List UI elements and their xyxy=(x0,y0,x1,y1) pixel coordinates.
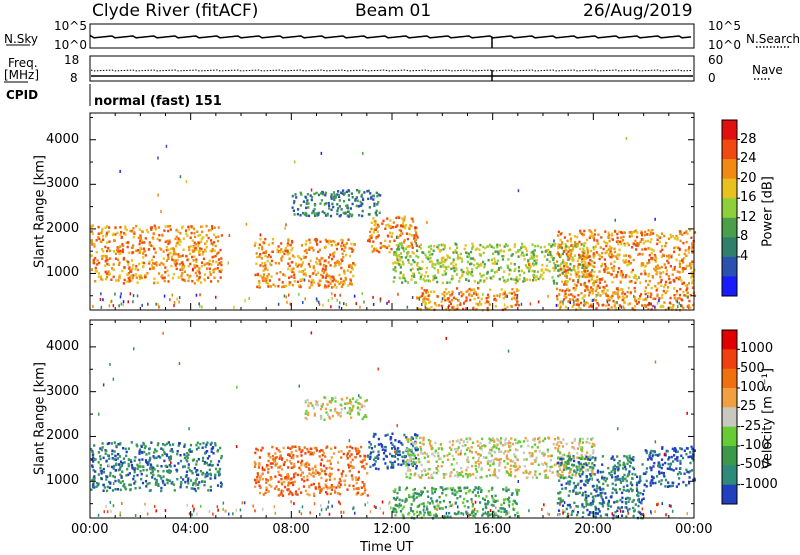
velocity-colorbar-swatch-4 xyxy=(722,407,737,427)
velocity-ytick-label-2000: 2000 xyxy=(46,429,79,442)
x-tick-label-6: 00:00 xyxy=(675,523,712,536)
velocity-colorbar-swatch-5 xyxy=(722,427,737,447)
velocity-ytick-label-3000: 3000 xyxy=(46,385,79,398)
x-tick-label-1: 04:00 xyxy=(172,523,209,536)
power-colorbar-swatch-7 xyxy=(722,257,737,277)
freq-panel-frame xyxy=(90,56,694,81)
velocity-colorbar-tick-5: -100 xyxy=(740,439,770,452)
velocity-echo-region-1 xyxy=(254,446,369,498)
velocity-echo-region-0 xyxy=(90,441,223,492)
power-ytick-label-1000: 1000 xyxy=(46,266,79,279)
x-tick-label-3: 12:00 xyxy=(373,523,410,536)
velocity-colorbar-tick-4: -25 xyxy=(740,420,761,433)
x-tick-label-0: 00:00 xyxy=(71,523,108,536)
power-colorbar-tick-5: 8 xyxy=(740,230,748,243)
power-ytick-label-3000: 3000 xyxy=(46,177,79,190)
velocity-colorbar-tick-3: 25 xyxy=(740,400,757,413)
velocity-ylabel: Slant Range [km] xyxy=(34,359,47,479)
power-ytick-label-4000: 4000 xyxy=(46,133,79,146)
x-tick-label-2: 08:00 xyxy=(272,523,309,536)
power-colorbar-swatch-0 xyxy=(722,120,737,140)
velocity-colorbar-swatch-6 xyxy=(722,446,737,466)
velocity-colorbar-swatch-1 xyxy=(722,349,737,369)
power-echo-region-3 xyxy=(367,216,419,254)
power-colorbar-tick-4: 12 xyxy=(740,211,757,224)
power-colorbar-swatch-2 xyxy=(722,159,737,179)
x-tick-label-5: 20:00 xyxy=(574,523,611,536)
velocity-colorbar-swatch-3 xyxy=(722,388,737,408)
power-colorbar-tick-3: 16 xyxy=(740,191,757,204)
velocity-colorbar-tick-0: 1000 xyxy=(740,342,773,355)
velocity-ytick-label-1000: 1000 xyxy=(46,474,79,487)
velocity-ytick-label-4000: 4000 xyxy=(46,340,79,353)
power-echo-region-6 xyxy=(556,229,696,312)
power-colorbar-swatch-1 xyxy=(722,140,737,160)
velocity-colorbar-tick-7: -1000 xyxy=(740,478,778,491)
velocity-echo-region-5 xyxy=(392,486,520,519)
velocity-colorbar-tick-2: 100 xyxy=(740,381,765,394)
velocity-colorbar-swatch-0 xyxy=(722,330,737,350)
power-colorbar-tick-2: 20 xyxy=(740,172,757,185)
velocity-colorbar-tick-6: -500 xyxy=(740,458,770,471)
power-panel xyxy=(90,113,696,312)
power-echo-region-0 xyxy=(90,225,223,285)
power-echo-region-5 xyxy=(417,287,520,312)
power-panel-frame xyxy=(90,113,694,310)
velocity-colorbar-swatch-2 xyxy=(722,369,737,389)
nsky-panel-frame xyxy=(90,24,694,48)
velocity-colorbar-swatch-7 xyxy=(722,465,737,485)
power-ylabel: Slant Range [km] xyxy=(34,152,47,272)
velocity-colorbar-tick-1: 500 xyxy=(740,362,765,375)
power-colorbar-tick-6: 4 xyxy=(740,250,748,263)
power-colorbar-swatch-6 xyxy=(722,237,737,257)
x-axis-label: Time UT xyxy=(360,541,413,554)
colorbars xyxy=(722,120,740,505)
power-echo-region-2 xyxy=(292,189,382,218)
power-colorbar-tick-1: 24 xyxy=(740,152,757,165)
x-tick-label-4: 16:00 xyxy=(474,523,511,536)
nsky-line xyxy=(91,36,691,38)
velocity-echo-region-6 xyxy=(557,455,646,520)
power-colorbar-tick-0: 28 xyxy=(740,133,757,146)
velocity-echo-region-2 xyxy=(305,396,369,421)
power-colorbar-swatch-4 xyxy=(722,198,737,218)
velocity-panel xyxy=(90,320,696,520)
velocity-colorbar-swatch-8 xyxy=(722,485,737,505)
power-colorbar-label: Power [dB] xyxy=(762,162,775,262)
power-colorbar-swatch-3 xyxy=(722,179,737,199)
aux-data-lines xyxy=(91,36,693,81)
power-colorbar-swatch-8 xyxy=(722,276,737,296)
power-colorbar-swatch-5 xyxy=(722,218,737,238)
velocity-echo-region-4 xyxy=(405,437,596,480)
power-ytick-label-2000: 2000 xyxy=(46,222,79,235)
nave-line xyxy=(91,70,691,71)
